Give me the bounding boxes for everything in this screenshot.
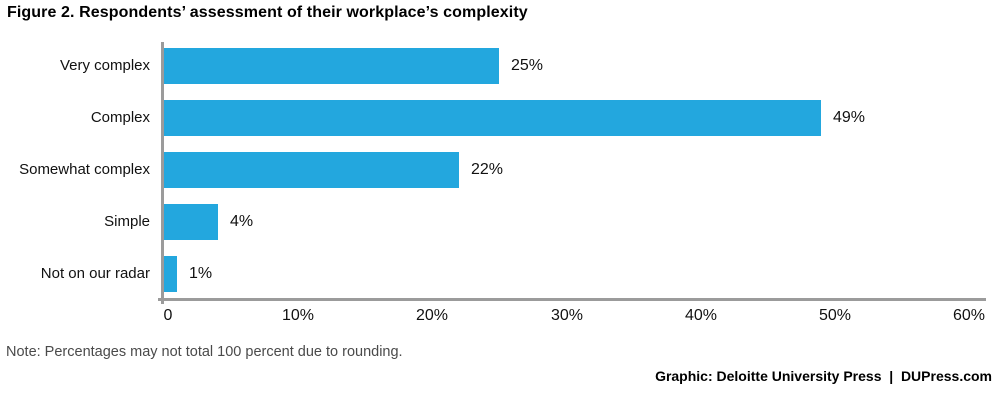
category-label: Simple bbox=[104, 213, 150, 230]
bar-row: Somewhat complex 22% bbox=[0, 152, 1000, 188]
category-label: Very complex bbox=[59, 57, 150, 74]
bar bbox=[164, 100, 821, 136]
x-tick-label: 30% bbox=[550, 307, 584, 324]
x-tick-label: 60% bbox=[952, 307, 986, 324]
x-tick-label: 40% bbox=[684, 307, 718, 324]
category-label: Not on our radar bbox=[40, 265, 150, 282]
x-tick-label: 10% bbox=[281, 307, 315, 324]
bar bbox=[164, 48, 499, 84]
category-label: Complex bbox=[90, 109, 150, 126]
bar-row: Simple 4% bbox=[0, 204, 1000, 240]
bar-value-label: 1% bbox=[189, 265, 213, 282]
bar-value-label: 4% bbox=[230, 213, 254, 230]
figure-title: Figure 2. Respondents’ assessment of the… bbox=[7, 4, 528, 21]
bar bbox=[164, 204, 218, 240]
bar bbox=[164, 256, 177, 292]
bar-row: Complex 49% bbox=[0, 100, 1000, 136]
x-tick-label: 0 bbox=[163, 307, 173, 324]
bar-chart: Very complex 25% Complex 49% Somewhat comple… bbox=[0, 42, 1000, 337]
x-tick-label: 50% bbox=[818, 307, 852, 324]
y-axis-line bbox=[161, 42, 164, 304]
category-label: Somewhat complex bbox=[19, 161, 150, 178]
bar-row: Very complex 25% bbox=[0, 48, 1000, 84]
bar-row: Not on our radar 1% bbox=[0, 256, 1000, 292]
bar-value-label: 25% bbox=[511, 57, 544, 74]
x-tick-label: 20% bbox=[415, 307, 449, 324]
bar bbox=[164, 152, 459, 188]
bar-value-label: 22% bbox=[471, 161, 504, 178]
footnote: Note: Percentages may not total 100 perc… bbox=[6, 344, 403, 360]
credit-line: Graphic: Deloitte University Press | DUP… bbox=[655, 368, 992, 384]
x-axis-line bbox=[158, 298, 986, 301]
bar-value-label: 49% bbox=[833, 109, 866, 126]
